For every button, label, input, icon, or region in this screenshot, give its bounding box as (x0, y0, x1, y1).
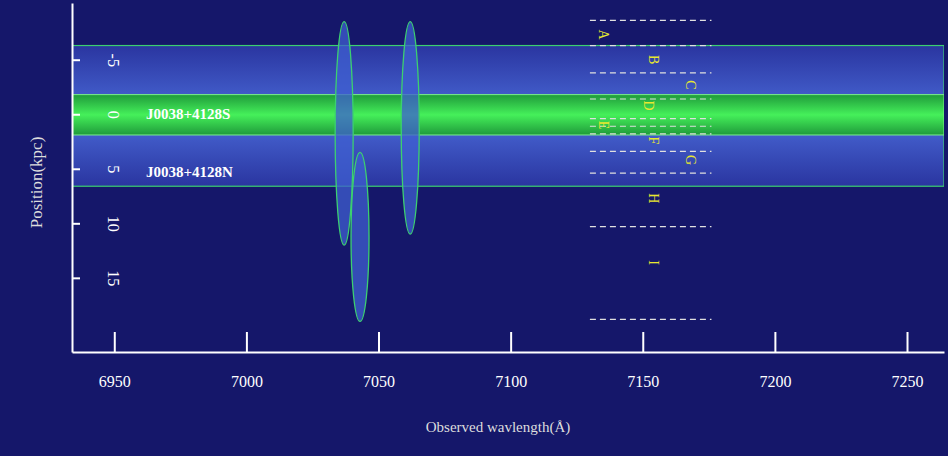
x-axis-line (73, 352, 945, 354)
galaxy-label: J0038+4128N (146, 164, 233, 180)
aperture-label: F (646, 137, 661, 145)
x-tick: 7000 (231, 332, 263, 390)
x-tick-mark (246, 332, 248, 352)
aperture-edge (590, 98, 712, 99)
aperture-label: H (646, 193, 661, 203)
y-tick-label: -5 (105, 54, 122, 67)
aperture-edge (590, 20, 712, 21)
y-tick-label: 0 (105, 111, 122, 119)
aperture-edge (590, 72, 712, 73)
plot-area (72, 20, 944, 321)
x-tick-label: 7200 (759, 373, 791, 390)
aperture-label: G (683, 155, 698, 165)
x-tick: 7150 (627, 332, 659, 390)
aperture-edge (590, 173, 712, 174)
aperture-edge (590, 45, 712, 46)
y-axis: -5 0 5 10 15 (72, 4, 122, 353)
galaxy-label: J0038+4128S (146, 106, 230, 122)
aperture-label: B (646, 55, 661, 64)
continuum-core (72, 95, 944, 135)
x-tick: 7100 (495, 332, 527, 390)
x-tick-label: 7100 (495, 373, 527, 390)
y-tick: 5 (72, 165, 122, 173)
aperture-label: A (596, 30, 611, 41)
emission-line (335, 22, 353, 246)
x-tick: 7250 (892, 332, 924, 390)
y-tick-label: 5 (105, 165, 122, 173)
background (0, 0, 948, 456)
y-tick-label: 10 (105, 216, 122, 232)
y-tick-mark (72, 114, 80, 116)
y-axis-title: Position(kpc) (27, 137, 46, 229)
emission-line (401, 22, 419, 235)
x-tick-mark (378, 332, 380, 352)
y-axis-line (72, 4, 74, 353)
x-tick: 6950 (99, 332, 131, 390)
continuum-band (72, 46, 944, 187)
aperture-label: E (596, 121, 611, 130)
y-tick-mark (72, 168, 80, 170)
x-tick-label: 7000 (231, 373, 263, 390)
x-tick-mark (510, 332, 512, 352)
aperture-edge (590, 319, 712, 320)
y-tick: -5 (72, 54, 122, 67)
x-tick-mark (642, 332, 644, 352)
aperture-edge (590, 226, 712, 227)
x-tick-mark (774, 332, 776, 352)
x-axis-title: Observed wavlength(Å) (426, 419, 571, 436)
y-tick: 0 (72, 111, 122, 119)
x-tick-mark (907, 332, 909, 352)
figure: 6950 7000 7050 7100 7150 7200 7250 -5 0 5 10 15 J003… (0, 0, 948, 456)
y-tick-mark (72, 277, 80, 279)
aperture-label: C (683, 80, 698, 89)
x-tick-label: 6950 (99, 373, 131, 390)
x-axis: 6950 7000 7050 7100 7150 7200 7250 (73, 332, 945, 390)
aperture-label: D (641, 100, 656, 110)
plot: 6950 7000 7050 7100 7150 7200 7250 -5 0 5 10 15 J003… (72, 4, 945, 391)
x-tick: 7050 (363, 332, 395, 390)
aperture-edge (590, 133, 712, 134)
y-tick: 15 (72, 270, 122, 286)
y-tick-label: 15 (105, 270, 122, 286)
aperture-label: I (646, 260, 661, 265)
aperture-edge (590, 151, 712, 152)
y-tick-mark (72, 223, 80, 225)
x-tick-mark (114, 332, 116, 352)
x-tick-label: 7150 (627, 373, 659, 390)
aperture-edge (590, 118, 712, 119)
emission-line (351, 152, 369, 321)
x-tick: 7200 (759, 332, 791, 390)
y-tick-mark (72, 59, 80, 61)
y-tick: 10 (72, 216, 122, 232)
x-tick-label: 7250 (892, 373, 924, 390)
x-tick-label: 7050 (363, 373, 395, 390)
